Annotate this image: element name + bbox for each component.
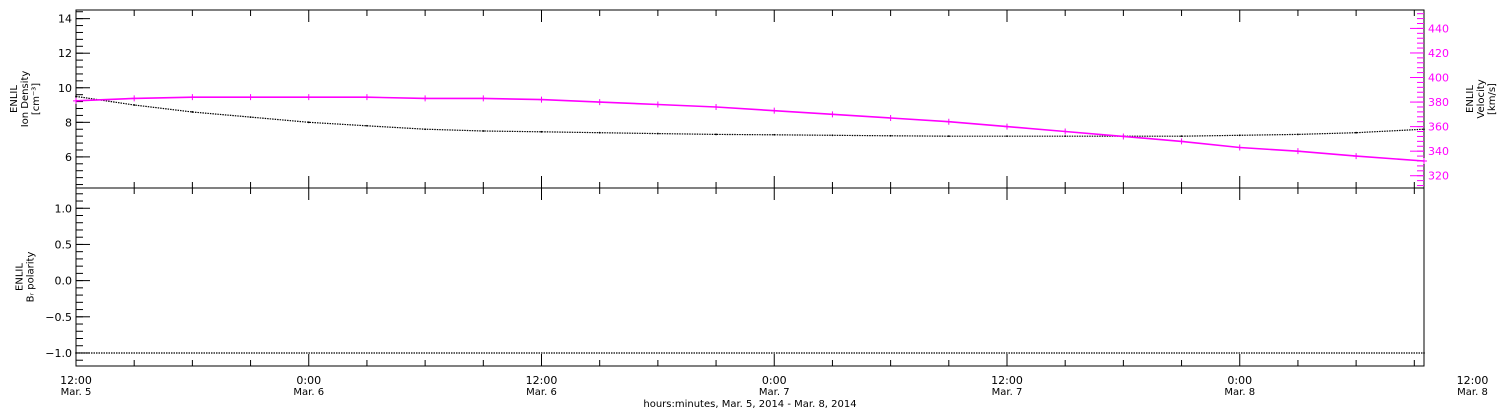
top-left-tick-label: 8 [65,116,72,129]
velocity-series-point [1421,157,1427,164]
velocity-series-point [1062,128,1069,135]
density-series-point [773,133,776,136]
density-series-point [482,130,485,132]
density-series-point [947,135,950,138]
velocity-series-line [75,96,1425,162]
density-series-point [1238,134,1241,137]
x-tick-date-label: Mar. 7 [992,387,1023,398]
velocity-series-point [189,94,196,101]
x-tick-date-label: Mar. 6 [293,387,324,398]
right-tick-label: 400 [1428,72,1449,85]
polarity-series-point [75,352,77,354]
x-tick-time-label: 12:00 [526,374,558,387]
density-series-point [540,130,543,133]
density-series-point [598,131,601,134]
x-tick-time-label: 12:00 [1457,374,1489,387]
density-series-point [249,116,252,119]
x-tick-date-label: Mar. 8 [1224,387,1255,398]
velocity-axis-title-line: ENLIL [1465,85,1476,113]
right-tick-label: 420 [1428,47,1449,60]
velocity-series-point [887,115,894,122]
density-series-point [366,124,368,127]
x-tick-time-label: 0:00 [762,374,787,387]
top-left-tick-label: 10 [58,82,72,95]
bottom-left-tick-label: 1.0 [55,202,73,215]
velocity-series-point [73,97,79,104]
density-series-point [75,95,77,98]
velocity-series-point [829,111,836,118]
x-tick-time-label: 12:00 [60,374,92,387]
density-series-point [1064,135,1067,138]
velocity-series-point [713,103,720,110]
density-series-point [1355,131,1358,134]
right-tick-label: 320 [1428,170,1449,183]
density-series-point [424,128,427,131]
velocity-series-point [1003,123,1010,130]
density-series-point [1006,135,1008,138]
density-series-point [715,133,717,136]
velocity-series-point [363,94,370,101]
density-series-line [75,95,1425,137]
velocity-series-point [480,95,487,102]
bottom-left-tick-label: 0.0 [55,275,73,288]
density-series-point [1423,128,1425,131]
velocity-series-point [596,99,603,106]
x-tick-time-label: 0:00 [296,374,321,387]
x-tick-date-label: Mar. 5 [61,387,92,398]
velocity-series-point [131,95,138,102]
velocity-axis-title: ENLIL Velocity [km/s] [1465,79,1498,118]
velocity-series-point [1353,153,1360,160]
x-tick-time-label: 0:00 [1227,374,1252,387]
bottom-left-tick-label: 0.5 [55,238,73,251]
velocity-axis-title-line: [km/s] [1487,83,1498,115]
density-axis-title-line: Ion Density [20,71,31,128]
velocity-series-point [247,94,254,101]
polarity-axis-title: ENLIL Bᵣ polarity [15,252,37,303]
velocity-series-point [1120,133,1127,140]
bottom-left-tick-label: −0.5 [45,311,72,324]
density-series-point [191,111,194,113]
velocity-axis-title-line: Velocity [1476,79,1487,118]
velocity-series-point [1294,148,1301,155]
x-axis-label: hours:minutes, Mar. 5, 2014 - Mar. 8, 20… [643,399,856,410]
x-tick-date-label: Mar. 8 [1457,387,1488,398]
density-axis-title-line: [cm⁻³] [31,83,42,115]
density-series-point [1180,135,1183,138]
density-series-point [831,134,834,137]
top-panel-frame [75,9,1425,189]
right-tick-label: 360 [1428,121,1449,134]
bottom-left-tick-label: −1.0 [45,347,72,360]
right-tick-label: 440 [1428,22,1449,35]
polarity-series-point [1423,352,1425,354]
polarity-axis-title-line: Bᵣ polarity [26,252,37,303]
x-tick-date-label: Mar. 7 [759,387,790,398]
density-series-point [133,104,136,106]
x-tick-time-label: 12:00 [991,374,1023,387]
velocity-series-point [771,107,778,114]
density-series-point [889,134,892,137]
top-left-tick-label: 14 [58,13,72,26]
velocity-series-point [538,96,545,103]
density-series-point [307,121,310,124]
velocity-series-point [654,101,661,108]
right-tick-label: 340 [1428,145,1449,158]
x-tick-date-label: Mar. 6 [526,387,557,398]
velocity-series-point [422,95,429,102]
bottom-panel-frame [75,187,1425,367]
velocity-series-point [305,94,312,101]
polarity-axis-title-line: ENLIL [15,263,26,291]
velocity-series-point [945,118,952,125]
velocity-series-point [1236,144,1243,151]
density-axis-title: ENLIL Ion Density [cm⁻³] [9,71,42,128]
top-left-tick-label: 6 [65,151,72,164]
top-left-tick-label: 12 [58,47,72,60]
density-series-point [656,132,659,135]
velocity-series-point [1178,138,1185,145]
right-tick-label: 380 [1428,96,1449,109]
density-axis-title-line: ENLIL [9,85,20,113]
density-series-point [1297,133,1299,136]
